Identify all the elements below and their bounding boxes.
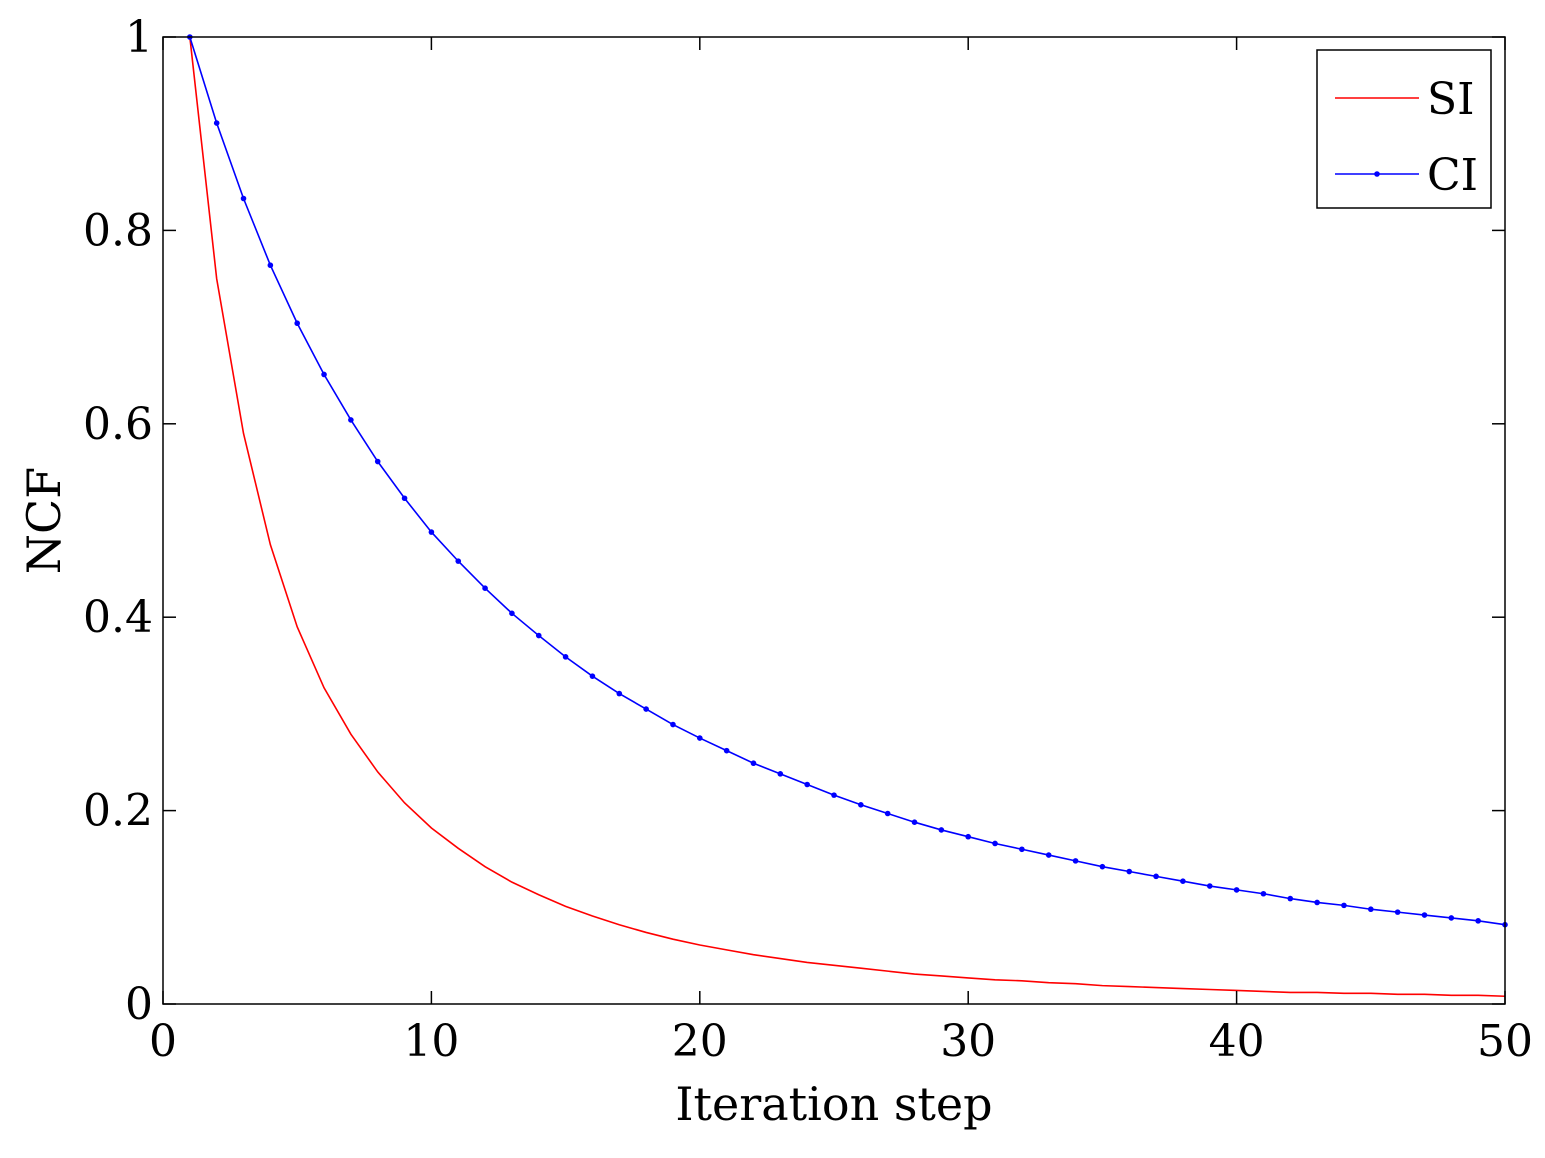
legend-label: SI <box>1427 74 1475 125</box>
data-point-ci <box>884 810 891 817</box>
data-point-ci <box>670 721 676 728</box>
x-tick-label: 0 <box>149 1016 177 1067</box>
data-point-ci <box>240 195 247 202</box>
data-point-ci <box>858 801 864 808</box>
x-axis-title: Iteration step <box>675 1077 992 1131</box>
data-point-ci <box>1126 868 1133 875</box>
data-point-ci <box>1099 863 1106 870</box>
data-point-ci <box>455 558 462 564</box>
legend: SI CI <box>1316 49 1492 209</box>
y-tick-label: 0.2 <box>83 786 153 837</box>
data-point-ci <box>750 760 757 767</box>
x-tick-label: 10 <box>403 1016 459 1067</box>
data-point-ci <box>697 735 703 741</box>
data-point-ci <box>1260 890 1267 897</box>
y-tick-label: 0.4 <box>83 592 153 643</box>
data-point-ci <box>804 781 810 788</box>
series-layer <box>187 34 1508 998</box>
data-point-ci <box>911 819 918 826</box>
series-line-ci <box>189 36 1506 926</box>
plot-area-frame <box>162 36 1506 1005</box>
series-si <box>189 36 1506 998</box>
x-tick-label: 30 <box>940 1016 996 1067</box>
data-point-ci <box>1341 902 1347 909</box>
data-point-ci <box>1233 887 1240 893</box>
data-point-ci <box>1153 873 1159 880</box>
data-point-ci <box>1448 915 1455 921</box>
data-point-ci <box>1394 909 1401 915</box>
data-point-ci <box>294 320 301 327</box>
data-point-ci <box>938 827 945 833</box>
ticks-layer: 0 10 20 30 40 50 0 0.2 0.4 0.6 0.8 1 <box>83 12 1533 1067</box>
y-tick-label: 1 <box>125 12 153 63</box>
legend-item-ci: CI <box>1335 150 1478 201</box>
data-point-ci <box>482 585 488 591</box>
data-point-ci <box>1206 883 1213 889</box>
y-tick-label: 0.8 <box>83 205 153 256</box>
data-point-ci <box>831 792 837 798</box>
data-point-ci <box>992 840 998 847</box>
data-point-ci <box>428 529 435 535</box>
data-point-ci <box>321 371 327 378</box>
data-point-ci <box>213 120 220 126</box>
data-point-ci <box>1072 858 1079 864</box>
x-tick-label: 50 <box>1477 1016 1533 1067</box>
data-point-ci <box>643 706 649 712</box>
series-ci <box>187 34 1508 928</box>
data-point-ci <box>1287 895 1294 902</box>
x-tick-label: 20 <box>672 1016 728 1067</box>
data-point-ci <box>723 747 730 754</box>
x-tick-label: 40 <box>1209 1016 1265 1067</box>
legend-marker <box>1374 171 1380 177</box>
y-tick-label: 0 <box>125 979 153 1030</box>
data-point-ci <box>401 495 408 502</box>
data-point-ci <box>616 690 623 697</box>
data-point-ci <box>1475 918 1481 924</box>
data-point-ci <box>509 610 515 617</box>
data-point-ci <box>1045 852 1052 858</box>
legend-item-si: SI <box>1335 74 1475 125</box>
legend-box <box>1316 49 1492 209</box>
data-point-ci <box>1421 912 1428 918</box>
series-line-si <box>189 36 1506 998</box>
legend-label: CI <box>1427 150 1478 201</box>
data-point-ci <box>267 262 274 269</box>
data-point-ci <box>535 632 542 639</box>
data-point-ci <box>374 458 381 465</box>
data-point-ci <box>562 654 569 660</box>
data-point-ci <box>589 673 596 679</box>
data-point-ci <box>777 771 784 777</box>
data-point-ci <box>1368 906 1374 913</box>
data-point-ci <box>1314 899 1320 906</box>
data-point-ci <box>1180 878 1186 884</box>
y-axis-title: NCF <box>17 467 71 574</box>
data-point-ci <box>965 833 971 840</box>
y-tick-label: 0.6 <box>83 399 153 450</box>
data-point-ci <box>348 417 354 423</box>
data-point-ci <box>1019 846 1025 853</box>
